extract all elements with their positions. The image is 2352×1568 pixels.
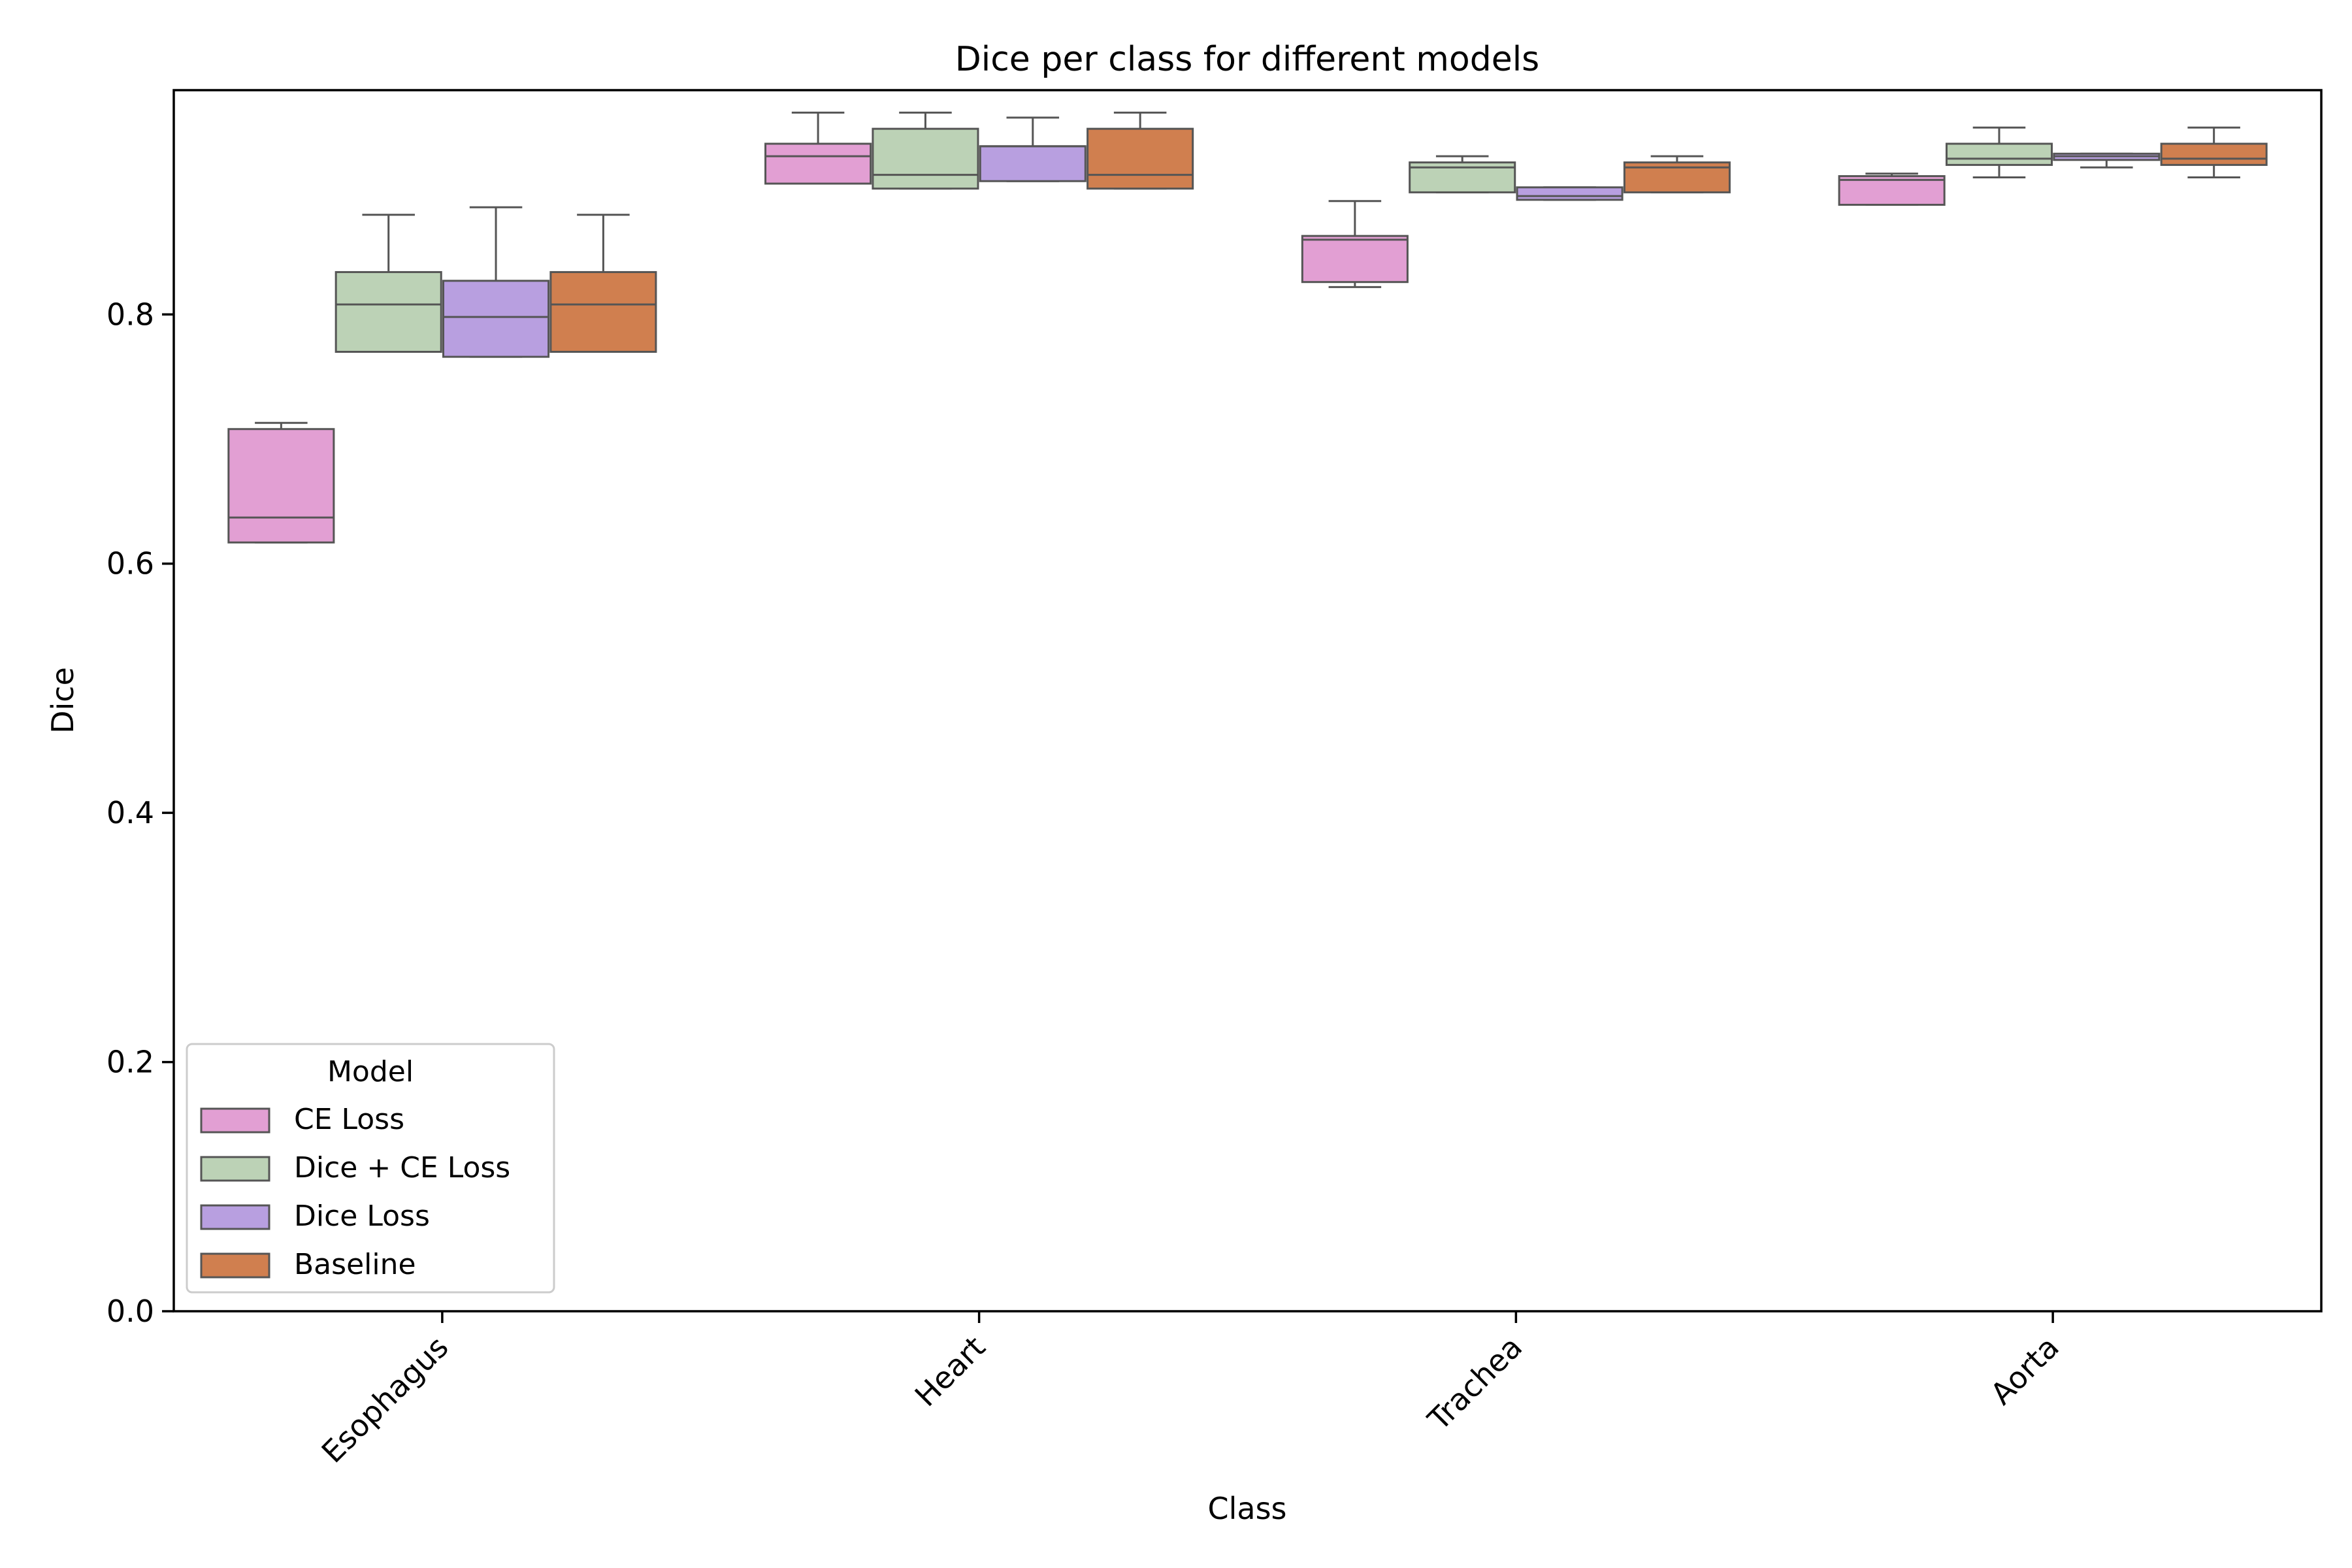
- plot-area: [227, 111, 2268, 544]
- box-3-3: [2160, 126, 2268, 178]
- y-tick-label: 0.8: [106, 297, 154, 332]
- box-0-1: [335, 214, 442, 353]
- legend-label: Baseline: [294, 1248, 416, 1281]
- y-axis: 0.0 0.2 0.4 0.6 0.8: [106, 297, 174, 1329]
- box-body: [1516, 186, 1624, 201]
- box-body: [227, 428, 335, 544]
- y-tick-label: 0.4: [106, 795, 154, 830]
- box-1-1: [872, 111, 979, 190]
- legend-swatch: [200, 1107, 270, 1134]
- plot-frame: [172, 89, 2323, 1313]
- chart-title: Dice per class for different models: [955, 40, 1540, 79]
- y-tick-label: 0.0: [106, 1294, 154, 1329]
- box-3-2: [2053, 152, 2161, 169]
- box-body: [1086, 127, 1194, 190]
- box-2-0: [1301, 200, 1409, 288]
- box-body: [442, 280, 550, 358]
- box-0-2: [442, 206, 550, 358]
- legend-swatch: [200, 1204, 270, 1230]
- box-2-1: [1409, 155, 1516, 193]
- box-0-3: [549, 214, 657, 353]
- box-body: [549, 270, 657, 353]
- legend-swatch: [200, 1156, 270, 1182]
- legend: Model CE Loss Dice + CE Loss Dice Loss Base…: [186, 1043, 555, 1294]
- box-body: [2160, 142, 2268, 166]
- box-body: [1301, 235, 1409, 284]
- y-axis-label: Dice: [45, 667, 80, 734]
- box-0-0: [227, 421, 335, 544]
- box-1-3: [1086, 111, 1194, 190]
- legend-label: CE Loss: [294, 1103, 404, 1136]
- y-tick-label: 0.2: [106, 1045, 154, 1080]
- box-body: [872, 127, 979, 190]
- box-2-2: [1516, 186, 1624, 201]
- legend-title: Model: [327, 1055, 414, 1088]
- box-3-1: [1945, 126, 2053, 178]
- x-axis-label: Class: [1207, 1491, 1286, 1526]
- box-body: [335, 270, 442, 353]
- box-body: [1945, 142, 2053, 166]
- box-body: [1838, 175, 1946, 206]
- legend-label: Dice + CE Loss: [294, 1151, 510, 1184]
- legend-frame: [186, 1043, 555, 1294]
- box-3-0: [1838, 172, 1946, 206]
- box-1-0: [764, 111, 872, 185]
- box-1-2: [979, 116, 1086, 182]
- legend-label: Dice Loss: [294, 1200, 430, 1233]
- y-tick-label: 0.6: [106, 546, 154, 581]
- box-body: [764, 142, 872, 185]
- box-body: [979, 145, 1086, 182]
- box-2-3: [1623, 155, 1731, 193]
- legend-swatch: [200, 1252, 270, 1279]
